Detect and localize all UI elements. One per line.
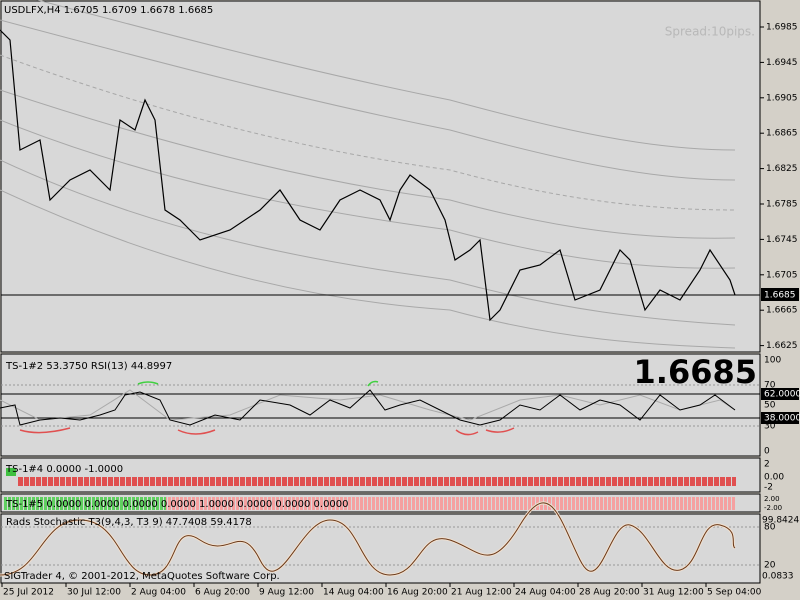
price-tick-label: 1.6905 (766, 93, 798, 103)
stoch-axis-80: 80 (764, 523, 776, 533)
rsi-tick-label: 50 (764, 401, 776, 411)
ts4-axis-top: 2 (764, 460, 770, 470)
ts4-label: TS-1#4 0.0000 -1.0000 (5, 464, 123, 475)
price-tick-label: 1.6745 (766, 235, 798, 245)
time-tick-label: 21 Aug 12:00 (451, 588, 512, 598)
ts5-axis-low: -2.00 (764, 504, 782, 512)
price-tick-label: 1.6665 (766, 306, 798, 316)
time-tick-label: 24 Aug 04:00 (515, 588, 576, 598)
time-tick-label: 31 Aug 12:00 (643, 588, 704, 598)
stoch-line (0, 502, 736, 576)
rsi-dotted-levels (1, 384, 760, 427)
price-tick-label: 1.6825 (766, 164, 798, 174)
lower-level-box (761, 412, 799, 424)
upper-level-box (761, 388, 799, 400)
stoch-axis-max: 99.8424 (762, 516, 799, 526)
ts5-green (4, 497, 166, 510)
stoch-axis-min: 0.0833 (762, 572, 794, 582)
bands (0, 0, 736, 349)
rsi-panel (0, 353, 761, 457)
price-tick-label: 1.6945 (766, 58, 798, 68)
price-tick-label: 1.6785 (766, 200, 798, 210)
ts5-bars (166, 497, 736, 510)
time-tick-label: 16 Aug 20:00 (387, 588, 448, 598)
time-tick-label: 30 Jul 12:00 (67, 588, 121, 598)
rsi-tick-label: 30 (764, 422, 776, 432)
ts4-bars (18, 477, 736, 486)
time-tick-label: 25 Jul 2012 (3, 588, 54, 598)
rsi-overbought-marks (137, 380, 379, 387)
time-tick-label: 5 Sep 04:00 (707, 588, 762, 598)
price-axis: 1.6985 1.6945 1.6905 1.6865 1.6825 1.6785 1.67… (760, 23, 798, 351)
rsi-tick-label: 70 (764, 381, 776, 391)
copyright: SIGTrader 4, © 2001-2012, MetaQuotes Sof… (4, 571, 280, 582)
ts4-green (6, 468, 16, 476)
upper-level: 62.0000 (764, 390, 800, 400)
rsi-label: TS-1#2 53.3750 RSI(13) 44.8997 (5, 361, 172, 372)
time-tick-label: 2 Aug 04:00 (131, 588, 186, 598)
stoch-axis-20: 20 (764, 561, 776, 571)
time-tick-label: 14 Aug 04:00 (323, 588, 384, 598)
time-tick-label: 28 Aug 20:00 (579, 588, 640, 598)
ts4-panel (0, 457, 761, 493)
price-series (0, 29, 736, 322)
lower-level: 38.0000 (764, 414, 800, 424)
spread: Spread:10pips. (665, 25, 755, 39)
rsi-axis: 100 70 50 30 0 (764, 356, 781, 457)
rsi-line (0, 389, 736, 426)
ts4-axis-mid: 0.00 (764, 473, 784, 483)
time-axis: 25 Jul 2012 30 Jul 12:00 2 Aug 04:00 6 Aug … (1, 583, 762, 598)
ts4-axis-low: -2 (764, 483, 773, 493)
rsi-signal (0, 389, 736, 421)
time-tick-label: 6 Aug 20:00 (195, 588, 250, 598)
time-tick-label: 9 Aug 12:00 (259, 588, 314, 598)
ts5-label: TS-1#5 0.0000 0.0000 0.0000 0.0000 1.000… (5, 499, 349, 510)
rsi-tick-label: 100 (764, 356, 781, 366)
big-price: 1.6685 (634, 353, 757, 391)
price-tick-label: 1.6985 (766, 23, 798, 33)
rsi-oversold-marks (19, 427, 515, 436)
stoch-label: Rads Stochastic T3(9,4,3, T3 9) 47.7408 … (6, 517, 252, 528)
main-panel (0, 0, 761, 353)
price-tick-label: 1.6705 (766, 270, 798, 280)
ts5-axis-top: 2.00 (764, 495, 780, 503)
rsi-tick-label: 0 (764, 447, 770, 457)
symbol-header: USDLFX,H4 1.6705 1.6709 1.6678 1.6685 (4, 5, 213, 16)
current-price: 1.6685 (764, 291, 796, 301)
price-tick-label: 1.6865 (766, 129, 798, 139)
current-price-box (761, 288, 799, 301)
price-tick-label: 1.6625 (766, 341, 798, 351)
